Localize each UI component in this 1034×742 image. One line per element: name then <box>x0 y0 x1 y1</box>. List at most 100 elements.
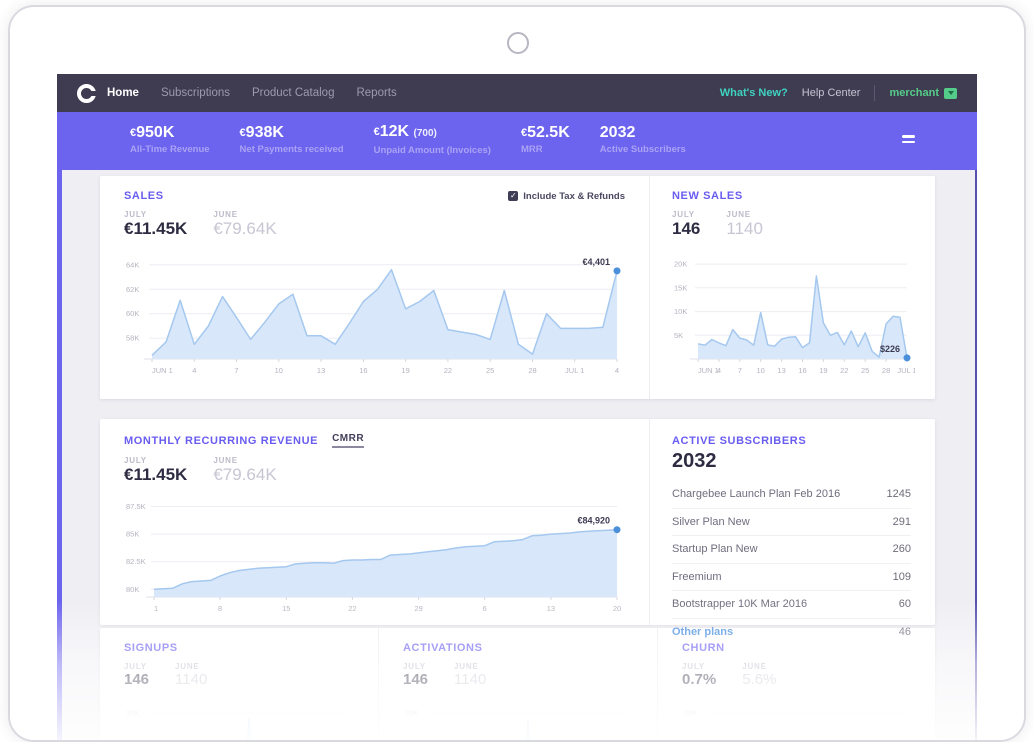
svg-text:4: 4 <box>192 366 196 375</box>
merchant-label: merchant <box>889 87 939 99</box>
svg-text:16: 16 <box>798 366 806 375</box>
currency-symbol: € <box>373 125 380 138</box>
svg-text:15: 15 <box>282 604 290 613</box>
svg-text:62K: 62K <box>126 285 139 294</box>
stat-label: Net Payments received <box>239 143 344 155</box>
subscriber-row: Startup Plan New 260 <box>672 536 911 564</box>
svg-text:1: 1 <box>154 604 158 613</box>
svg-text:60K: 60K <box>126 309 139 318</box>
activations-title: ACTIVATIONS <box>403 642 483 654</box>
divider <box>649 419 650 625</box>
svg-text:20K: 20K <box>405 708 418 717</box>
currency-symbol: € <box>239 126 246 139</box>
stat-label: MRR <box>520 143 543 155</box>
dashboard-content: SALES Include Tax & Refunds JULY €11.45K… <box>57 170 977 740</box>
svg-text:25: 25 <box>861 366 869 375</box>
stat-value: 950K <box>136 123 175 141</box>
mrr-panel: MONTHLY RECURRING REVENUE CMRR JULY €11.… <box>100 419 649 625</box>
svg-text:7: 7 <box>234 366 238 375</box>
sales-card: SALES Include Tax & Refunds JULY €11.45K… <box>100 176 935 399</box>
svg-text:13: 13 <box>777 366 785 375</box>
signups-july: JULY 146 <box>124 662 150 688</box>
svg-text:64K: 64K <box>126 260 139 269</box>
svg-text:87.5K: 87.5K <box>126 502 146 511</box>
svg-text:4: 4 <box>615 366 619 375</box>
camera-icon <box>507 32 529 54</box>
nav-product-catalog[interactable]: Product Catalog <box>252 87 335 99</box>
svg-text:20: 20 <box>613 604 621 613</box>
svg-text:80K: 80K <box>126 585 139 594</box>
main-nav: Home Subscriptions Product Catalog Repor… <box>107 87 397 99</box>
svg-text:20K: 20K <box>674 260 687 269</box>
svg-text:22: 22 <box>444 366 452 375</box>
svg-text:10K: 10K <box>674 307 687 316</box>
churn-title: CHURN <box>682 642 725 654</box>
new-sales-panel: NEW SALES JULY 146 JUNE 1140 5K 10K 15K 20K… <box>650 176 935 399</box>
merchant-menu[interactable]: merchant <box>889 87 957 99</box>
svg-text:7: 7 <box>738 366 742 375</box>
whats-new-link[interactable]: What's New? <box>719 87 788 99</box>
svg-text:6: 6 <box>483 604 487 613</box>
signups-panel: SIGNUPS JULY 146 JUNE 1140 20K <box>100 628 378 740</box>
nav-reports[interactable]: Reports <box>356 87 397 99</box>
svg-text:22: 22 <box>840 366 848 375</box>
mrr-july: JULY €11.45K <box>124 456 188 484</box>
svg-text:$226: $226 <box>880 344 900 354</box>
svg-text:20K: 20K <box>126 708 139 717</box>
svg-text:JUN 1: JUN 1 <box>698 366 719 375</box>
stat-suffix: (700) <box>413 127 437 139</box>
stat-label: Active Subscribers <box>599 143 686 155</box>
nav-right: What's New? Help Center merchant <box>720 85 957 101</box>
svg-text:19: 19 <box>401 366 409 375</box>
stat-value: 12K <box>379 122 410 140</box>
svg-text:19: 19 <box>819 366 827 375</box>
stat-net-payments: €938K Net Payments received <box>240 124 344 155</box>
subscriber-row: Freemium 109 <box>672 564 911 591</box>
new-sales-title: NEW SALES <box>672 190 743 202</box>
checkbox-checked-icon <box>508 191 519 201</box>
sales-panel: SALES Include Tax & Refunds JULY €11.45K… <box>100 176 649 399</box>
nav-subscriptions[interactable]: Subscriptions <box>160 87 230 99</box>
stats-bar: €950K All-Time Revenue €938K Net Payment… <box>57 112 977 170</box>
equals-menu-icon[interactable] <box>898 131 919 147</box>
svg-text:16: 16 <box>359 366 367 375</box>
svg-text:13: 13 <box>317 366 325 375</box>
svg-text:22: 22 <box>348 604 356 613</box>
svg-text:8: 8 <box>218 604 222 613</box>
mrr-title: MONTHLY RECURRING REVENUE <box>124 434 319 447</box>
sales-july: JULY €11.45K <box>124 210 188 238</box>
subscriber-row: Bootstrapper 10K Mar 2016 60 <box>672 591 911 619</box>
churn-panel: CHURN JULY 0.7% JUNE 5.6% 20K <box>658 628 935 740</box>
tab-cmrr[interactable]: CMRR <box>332 433 365 448</box>
chargebee-logo-icon[interactable] <box>77 83 97 103</box>
svg-text:28: 28 <box>882 366 890 375</box>
svg-text:4: 4 <box>717 366 721 375</box>
signups-june: JUNE 1140 <box>175 662 208 688</box>
currency-symbol: € <box>130 126 137 139</box>
svg-text:85K: 85K <box>126 530 139 539</box>
stat-label: Unpaid Amount (Invoices) <box>373 144 491 156</box>
active-subscribers-panel: ACTIVE SUBSCRIBERS 2032 Chargebee Launch… <box>650 419 935 638</box>
signups-chart: 20K <box>124 697 354 740</box>
stat-value: 52.5K <box>527 123 570 141</box>
svg-text:€4,401: €4,401 <box>582 257 610 267</box>
activations-july: JULY 146 <box>403 662 429 688</box>
help-center-link[interactable]: Help Center <box>801 87 861 99</box>
svg-text:5K: 5K <box>674 331 683 340</box>
nav-divider <box>874 85 876 101</box>
churn-chart: 20K <box>682 697 911 740</box>
svg-text:13: 13 <box>547 604 555 613</box>
svg-text:20K: 20K <box>684 708 697 717</box>
svg-text:29: 29 <box>414 604 422 613</box>
activations-june: JUNE 1140 <box>454 662 487 688</box>
chevron-down-icon <box>944 87 957 99</box>
mrr-card: MONTHLY RECURRING REVENUE CMRR JULY €11.… <box>100 419 935 638</box>
include-tax-checkbox[interactable]: Include Tax & Refunds <box>508 191 625 202</box>
stat-unpaid-amount: €12K (700) Unpaid Amount (Invoices) <box>374 123 491 156</box>
subscriber-row: Silver Plan New 291 <box>672 509 911 536</box>
dashboard-screen: Home Subscriptions Product Catalog Repor… <box>57 74 977 740</box>
signups-title: SIGNUPS <box>124 642 178 654</box>
sales-june: JUNE €79.64K <box>213 210 277 238</box>
svg-text:€84,920: €84,920 <box>577 516 610 526</box>
nav-home[interactable]: Home <box>107 87 139 99</box>
